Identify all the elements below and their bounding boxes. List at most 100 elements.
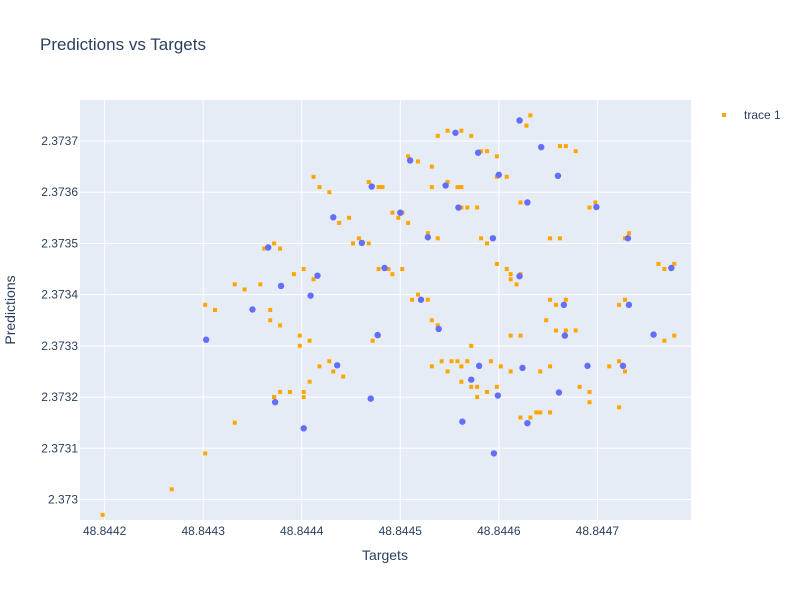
prediction-point (232, 282, 237, 287)
prediction-point (475, 395, 480, 400)
prediction-point (425, 297, 430, 302)
target-point (435, 325, 442, 333)
target-point (538, 143, 545, 151)
target-point (367, 395, 374, 402)
prediction-point (459, 128, 464, 133)
data-marks (100, 113, 677, 517)
prediction-point (459, 364, 464, 369)
prediction-point (301, 389, 306, 394)
prediction-point (524, 123, 529, 128)
prediction-point (311, 174, 316, 179)
y-tick-label: 2.3735 (41, 236, 78, 250)
prediction-point (327, 190, 332, 195)
prediction-point (514, 282, 519, 287)
prediction-point (203, 302, 208, 307)
target-point (619, 362, 627, 370)
y-tick-label: 2.3737 (41, 134, 78, 148)
y-tick-label: 2.3731 (41, 441, 78, 455)
prediction-point (548, 364, 553, 369)
prediction-point (406, 154, 411, 159)
x-tick-label: 48.8445 (379, 524, 423, 538)
prediction-point (366, 241, 371, 246)
prediction-point (390, 272, 395, 277)
target-point (417, 296, 425, 303)
legend[interactable]: trace 1 (722, 108, 781, 122)
prediction-point (622, 297, 627, 302)
prediction-point (488, 359, 493, 364)
prediction-point (557, 236, 562, 241)
prediction-point (317, 185, 322, 190)
target-point (330, 214, 337, 221)
prediction-point (617, 302, 622, 307)
target-point (452, 129, 459, 136)
prediction-point (498, 364, 503, 369)
target-point (381, 264, 388, 272)
prediction-point (416, 292, 421, 297)
target-point (489, 235, 497, 242)
plot-background (80, 100, 691, 520)
prediction-point (573, 328, 578, 333)
target-point (516, 272, 523, 280)
prediction-point (429, 364, 434, 369)
prediction-point (396, 215, 401, 220)
prediction-point (672, 333, 677, 338)
prediction-point (563, 328, 568, 333)
x-tick-label: 48.8442 (83, 524, 127, 538)
x-tick-label: 48.8443 (181, 524, 225, 538)
prediction-point (475, 384, 480, 389)
prediction-point (287, 389, 292, 394)
y-tick-label: 2.3736 (41, 185, 78, 199)
prediction-point (262, 246, 267, 251)
prediction-point (376, 185, 381, 190)
target-point (650, 331, 657, 338)
prediction-point (301, 395, 306, 400)
target-point (368, 183, 375, 190)
prediction-point (416, 159, 421, 164)
y-tick-label: 2.3734 (41, 288, 78, 302)
prediction-point (327, 359, 332, 364)
prediction-point (301, 267, 306, 272)
prediction-point (445, 128, 450, 133)
prediction-point (459, 185, 464, 190)
target-point (406, 157, 414, 164)
prediction-point (485, 241, 490, 246)
prediction-point (311, 277, 316, 282)
prediction-point (291, 272, 296, 277)
prediction-point (622, 369, 627, 374)
y-tick-label: 2.3732 (41, 390, 78, 404)
prediction-point (435, 133, 440, 138)
prediction-point (341, 374, 346, 379)
prediction-point (258, 282, 263, 287)
target-point (442, 182, 449, 189)
prediction-point (508, 333, 513, 338)
y-tick-label: 2.373 (48, 493, 78, 507)
target-point (625, 301, 633, 309)
target-point (555, 389, 563, 396)
prediction-point (406, 220, 411, 225)
prediction-point (469, 343, 474, 348)
prediction-point (278, 389, 283, 394)
prediction-point (347, 215, 352, 220)
prediction-point (469, 133, 474, 138)
prediction-point (557, 144, 562, 149)
target-point (560, 301, 568, 309)
prediction-point (429, 318, 434, 323)
prediction-point (485, 149, 490, 154)
prediction-point (672, 261, 677, 266)
y-tick-label: 2.3733 (41, 339, 78, 353)
prediction-point (518, 200, 523, 205)
prediction-point (459, 379, 464, 384)
prediction-point (337, 220, 342, 225)
target-point (334, 362, 341, 369)
prediction-point (548, 236, 553, 241)
target-point (624, 235, 632, 242)
prediction-point (504, 174, 509, 179)
target-point (593, 203, 600, 211)
target-point (474, 149, 482, 156)
target-point (202, 336, 210, 343)
prediction-point (508, 272, 513, 277)
prediction-point (587, 400, 592, 405)
target-point (374, 331, 381, 339)
target-point (494, 392, 502, 399)
